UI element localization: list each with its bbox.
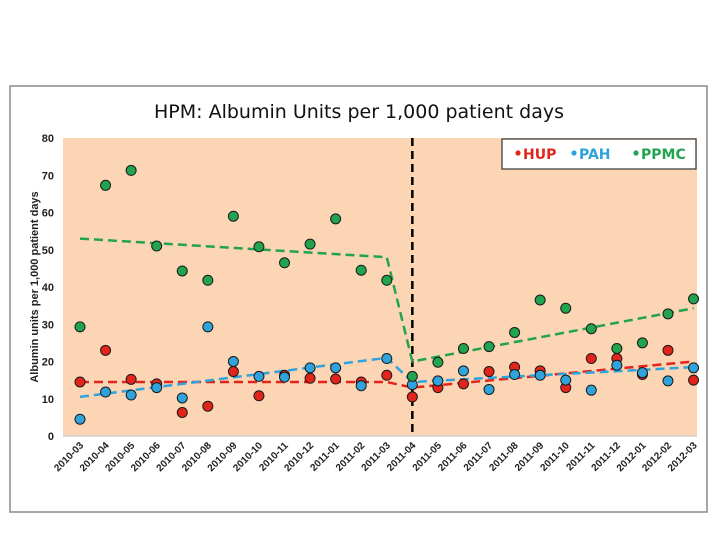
y-tick-label: 30 bbox=[42, 319, 54, 331]
point-ppmc bbox=[227, 210, 239, 222]
point-ppmc bbox=[585, 323, 597, 335]
legend-box bbox=[501, 138, 697, 170]
y-tick-label: 60 bbox=[42, 208, 54, 220]
point-ppmc bbox=[279, 257, 291, 269]
point-ppmc bbox=[688, 293, 700, 305]
point-pah bbox=[509, 369, 521, 381]
y-tick-label: 20 bbox=[42, 357, 54, 369]
point-pah bbox=[636, 367, 648, 379]
legend-label-hup: HUP bbox=[523, 147, 556, 163]
legend-label-pah: PAH bbox=[579, 147, 611, 163]
point-hup bbox=[227, 366, 239, 378]
point-hup bbox=[483, 366, 495, 378]
y-tick-label: 70 bbox=[42, 170, 54, 182]
point-hup bbox=[100, 344, 112, 356]
point-ppmc bbox=[355, 264, 367, 276]
point-hup bbox=[457, 378, 469, 390]
chart-title: HPM: Albumin Units per 1,000 patient day… bbox=[154, 101, 564, 123]
point-ppmc bbox=[406, 370, 418, 382]
point-hup bbox=[330, 373, 342, 385]
point-ppmc bbox=[636, 337, 648, 349]
point-ppmc bbox=[253, 241, 265, 253]
point-ppmc bbox=[202, 274, 214, 286]
point-pah bbox=[381, 353, 393, 365]
point-hup bbox=[406, 391, 418, 403]
point-pah bbox=[611, 359, 623, 371]
point-pah bbox=[151, 382, 163, 394]
legend-marker-ppmc bbox=[633, 150, 639, 156]
point-pah bbox=[457, 365, 469, 377]
point-pah bbox=[585, 384, 597, 396]
point-ppmc bbox=[560, 302, 572, 314]
point-pah bbox=[227, 356, 239, 367]
point-ppmc bbox=[483, 341, 495, 353]
point-pah bbox=[253, 370, 265, 382]
point-pah bbox=[279, 371, 291, 383]
legend-marker-hup bbox=[515, 150, 521, 156]
point-hup bbox=[125, 373, 137, 385]
point-pah bbox=[355, 380, 367, 392]
point-pah bbox=[304, 362, 316, 374]
point-pah bbox=[100, 386, 112, 398]
point-ppmc bbox=[381, 274, 393, 286]
legend-label-ppmc: PPMC bbox=[641, 147, 686, 163]
point-hup bbox=[253, 390, 265, 402]
point-ppmc bbox=[330, 213, 342, 225]
point-hup bbox=[662, 344, 674, 356]
point-ppmc bbox=[74, 321, 86, 333]
point-pah bbox=[125, 389, 137, 401]
point-pah bbox=[662, 375, 674, 387]
point-hup bbox=[585, 353, 597, 365]
point-hup bbox=[688, 374, 700, 386]
point-ppmc bbox=[662, 308, 674, 320]
point-pah bbox=[560, 374, 572, 386]
point-pah bbox=[74, 413, 86, 425]
point-pah bbox=[534, 369, 546, 381]
point-hup bbox=[202, 400, 214, 412]
y-axis-label: Albumin units per 1,000 patient days bbox=[29, 191, 41, 382]
point-ppmc bbox=[125, 164, 137, 176]
point-ppmc bbox=[176, 265, 188, 277]
point-ppmc bbox=[534, 294, 546, 306]
point-ppmc bbox=[432, 356, 444, 368]
y-tick-label: 10 bbox=[42, 394, 54, 406]
point-ppmc bbox=[304, 238, 316, 250]
point-pah bbox=[202, 321, 214, 333]
y-tick-label: 80 bbox=[42, 133, 54, 145]
point-pah bbox=[688, 362, 700, 374]
point-pah bbox=[432, 375, 444, 387]
point-ppmc bbox=[611, 342, 623, 354]
point-hup bbox=[381, 369, 393, 381]
y-tick-label: 0 bbox=[48, 431, 54, 443]
point-ppmc bbox=[509, 326, 521, 338]
y-tick-label: 40 bbox=[42, 282, 54, 294]
point-hup bbox=[176, 407, 188, 419]
legend: HUP PAH PPMC bbox=[501, 138, 697, 170]
point-hup bbox=[74, 376, 86, 388]
point-ppmc bbox=[100, 179, 112, 191]
point-pah bbox=[176, 392, 188, 404]
trend-line-pah bbox=[79, 356, 694, 399]
point-pah bbox=[330, 362, 342, 374]
point-ppmc bbox=[457, 342, 469, 354]
point-hup bbox=[304, 372, 316, 384]
point-ppmc bbox=[151, 240, 163, 252]
point-pah bbox=[483, 383, 495, 395]
legend-marker-pah bbox=[571, 150, 577, 156]
y-tick-label: 50 bbox=[42, 245, 54, 257]
